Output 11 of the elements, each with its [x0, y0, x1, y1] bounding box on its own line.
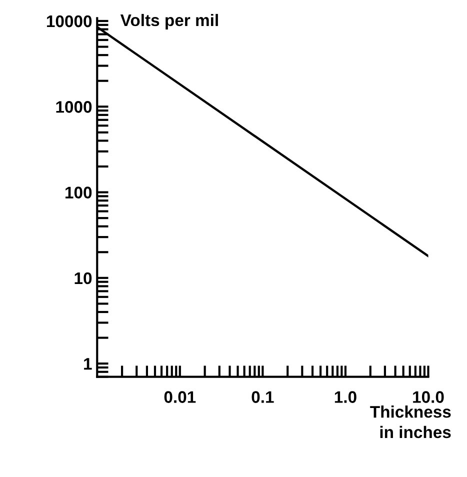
x-tick-label: 0.1 — [252, 391, 274, 403]
y-tick-label: 1000 — [56, 101, 92, 113]
y-axis-title: Volts per mil — [120, 14, 218, 30]
y-tick-label: 100 — [66, 186, 92, 198]
x-axis-title: Thickness in inches — [370, 406, 451, 438]
y-tick-label: 1 — [84, 358, 92, 370]
y-tick-label: 10 — [74, 272, 92, 284]
y-tick-label: 10000 — [46, 15, 92, 28]
x-tick-label: 1.0 — [334, 391, 356, 403]
x-tick-label: 0.01 — [164, 391, 196, 403]
x-tick-label: 10.0 — [413, 391, 444, 403]
